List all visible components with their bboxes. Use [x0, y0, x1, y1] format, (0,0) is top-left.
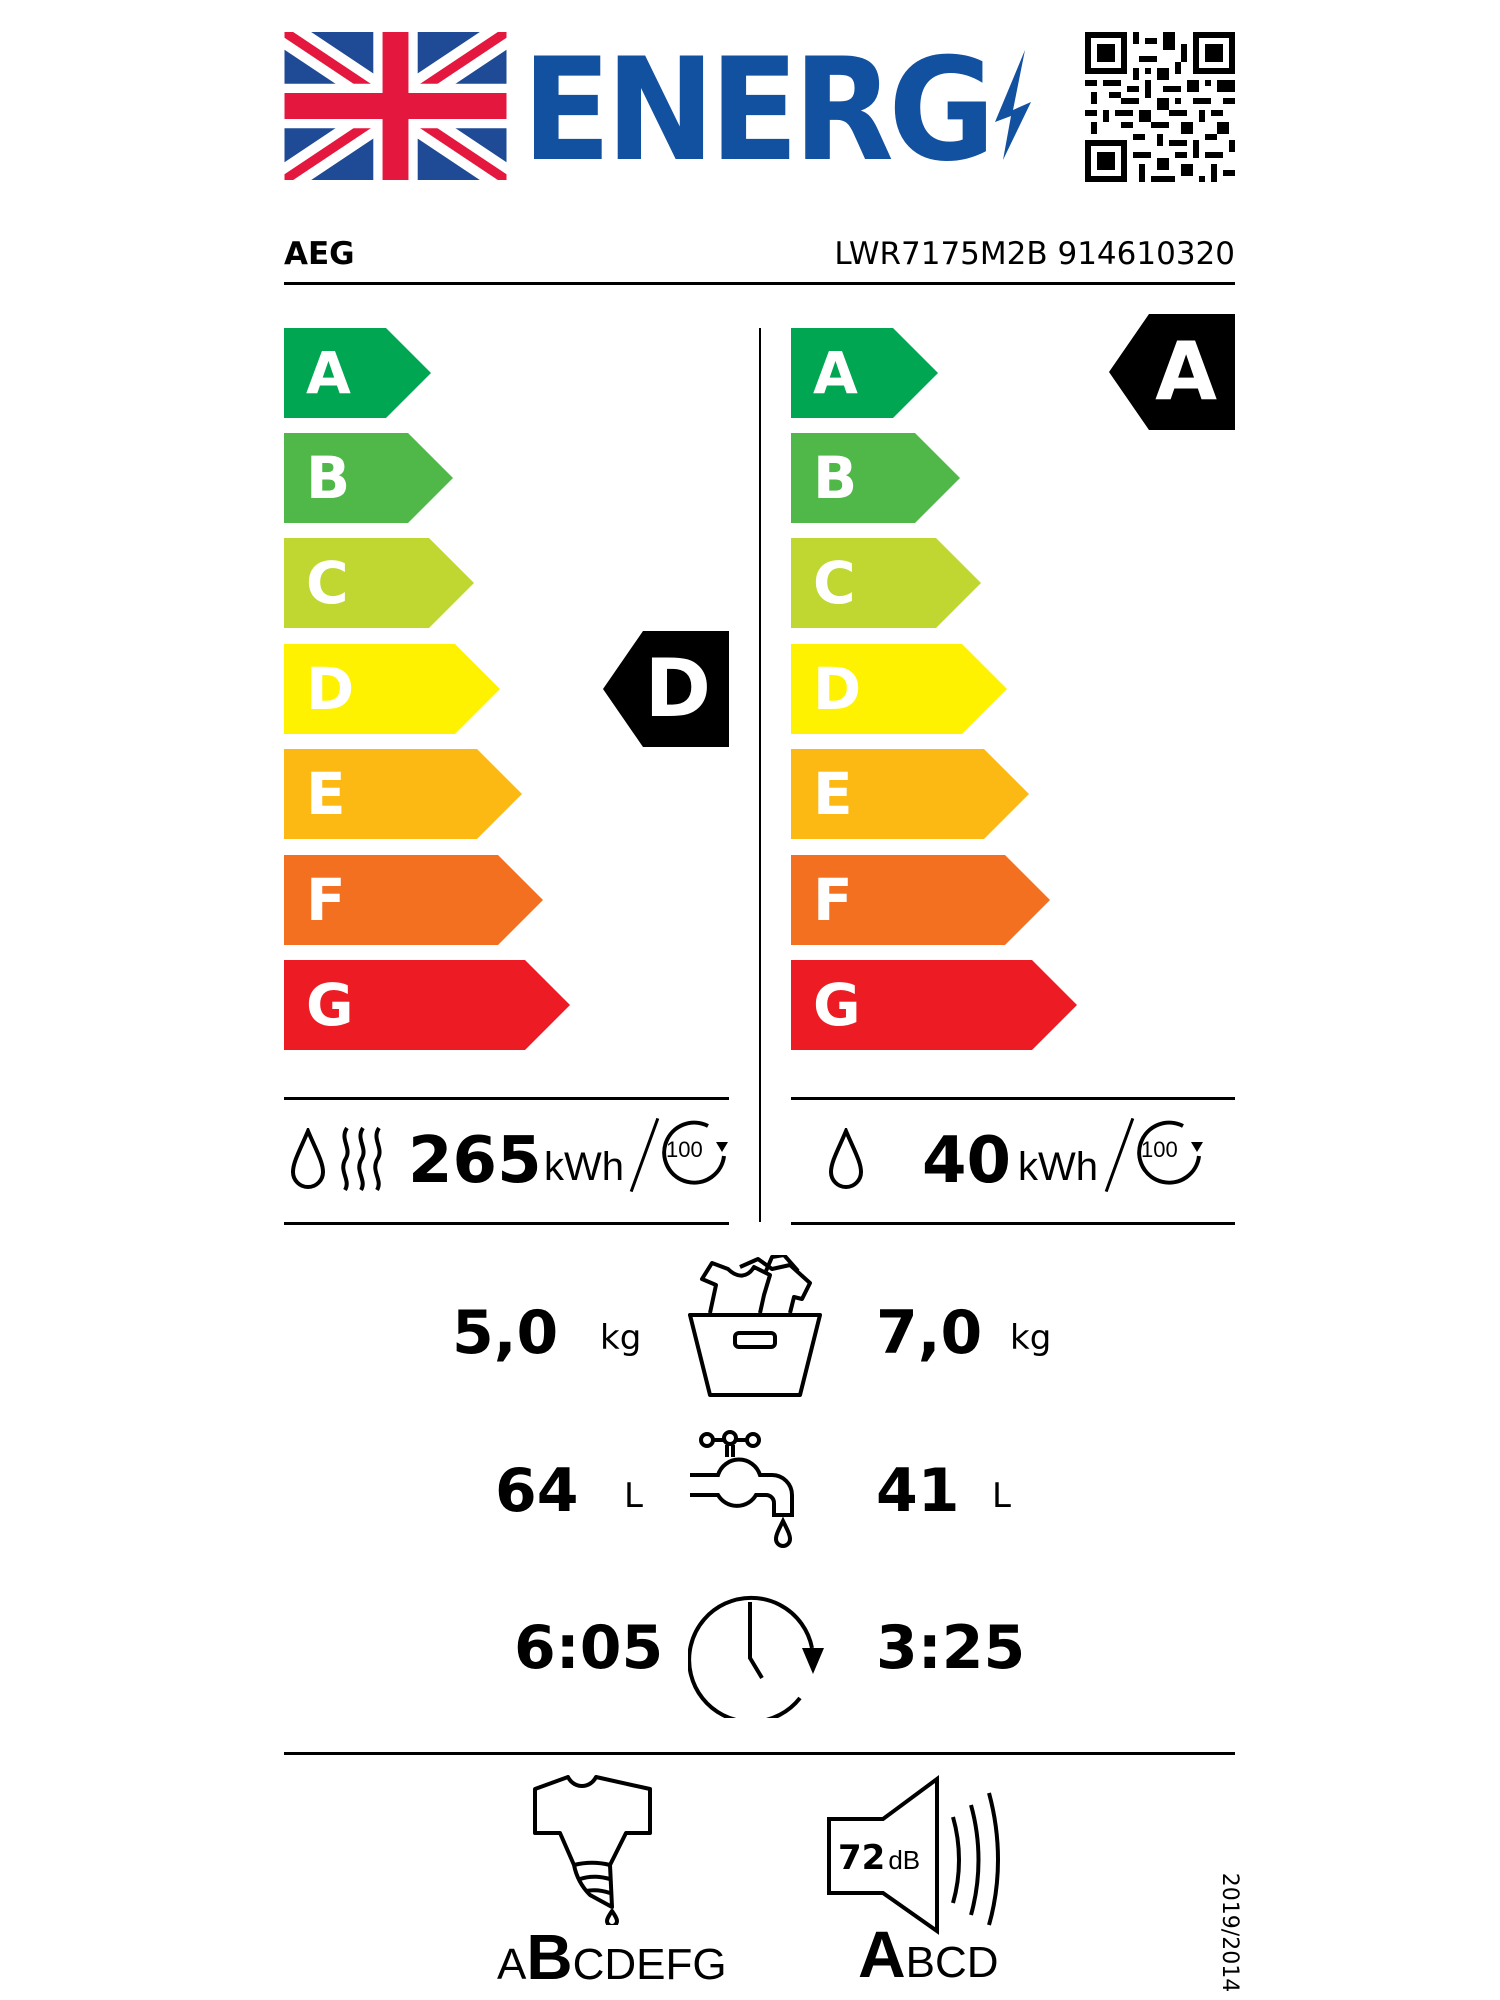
energy-class-letter: A: [813, 339, 858, 407]
energy-class-bar-d: D: [791, 644, 1007, 734]
divider: [284, 1097, 729, 1100]
energy-class-letter: F: [813, 866, 853, 934]
energy-class-bar-g: G: [791, 960, 1077, 1050]
model-identifier: LWR7175M2B 914610320: [834, 236, 1235, 272]
energy-class-letter: D: [813, 655, 862, 723]
washer-dryer-class: D: [644, 642, 711, 735]
divider: [791, 1222, 1235, 1225]
energy-class-bar-f: F: [791, 855, 1050, 945]
energy-class-bar-e: E: [791, 749, 1029, 839]
cycles-icon: 100: [658, 1116, 730, 1188]
energy-class-bar-a: A: [284, 328, 431, 418]
washer-dryer-class-indicator: D: [603, 631, 729, 747]
energy-class-letter: E: [306, 760, 346, 828]
washing-energy-value: 40: [922, 1124, 1012, 1198]
energy-class-bar-g: G: [284, 960, 570, 1050]
water-drop-icon: [290, 1128, 326, 1189]
washer-dryer-duration: 6:05: [514, 1613, 664, 1683]
united-kingdom-flag: [284, 32, 507, 180]
energy-class-bar-a: A: [791, 328, 938, 418]
noise-speaker-icon: [827, 1775, 1000, 1935]
washer-dryer-water: 64: [495, 1456, 579, 1526]
divider: [284, 282, 1235, 285]
energy-class-letter: B: [306, 444, 351, 512]
energy-class-bar-c: C: [791, 538, 981, 628]
qr-code: [1085, 32, 1235, 182]
washer-dryer-energy-value: 265: [408, 1124, 542, 1198]
energy-class-letter: G: [306, 971, 354, 1039]
noise-class-scale: ABCD: [858, 1916, 999, 1992]
supplier-brand: AEG: [284, 236, 355, 272]
divider: [791, 1097, 1235, 1100]
washing-water: 41: [876, 1456, 960, 1526]
energy-class-letter: C: [813, 549, 856, 617]
washing-capacity: 7,0: [876, 1298, 983, 1368]
washing-class: A: [1155, 325, 1217, 418]
spin-class-letter: A: [497, 1940, 527, 1989]
energy-class-bar-f: F: [284, 855, 543, 945]
divider: [284, 1222, 729, 1225]
slash: [1104, 1117, 1135, 1193]
energy-class-letter: C: [306, 549, 349, 617]
cycles-count: 100: [666, 1137, 703, 1162]
washing-duration: 3:25: [876, 1613, 1026, 1683]
water-drop-icon: [828, 1128, 864, 1189]
noise-class-letters: BCD: [905, 1938, 999, 1987]
washing-energy-unit: kWh: [1018, 1145, 1098, 1189]
energy-class-bar-c: C: [284, 538, 474, 628]
energy-class-bar-d: D: [284, 644, 500, 734]
washing-class-indicator: A: [1109, 314, 1235, 430]
lightning-icon: [995, 50, 1031, 160]
noise-unit: dB: [888, 1845, 921, 1875]
spin-drying-shirt-icon: [533, 1775, 652, 1925]
heat-waves-icon: [341, 1126, 382, 1192]
noise-class-selected: A: [858, 1917, 906, 1991]
water-tap-icon: [690, 1430, 794, 1548]
vertical-divider: [759, 328, 761, 1222]
energy-class-bar-e: E: [284, 749, 522, 839]
spin-class-scale: ABCDEFG: [497, 1920, 727, 1994]
regulation-number: 2019/2014: [1217, 1872, 1243, 1993]
energy-class-letter: A: [306, 339, 351, 407]
clock-icon: [688, 1595, 824, 1718]
cycles-icon: 100: [1133, 1116, 1205, 1188]
capacity-unit: kg: [600, 1318, 642, 1358]
energy-title: ENERG: [522, 28, 996, 193]
energy-class-letter: B: [813, 444, 858, 512]
noise-db-value: 72: [838, 1838, 886, 1878]
energy-class-letter: G: [813, 971, 861, 1039]
washer-dryer-energy-unit: kWh: [544, 1145, 624, 1189]
slash: [629, 1117, 660, 1193]
energy-class-bar-b: B: [791, 433, 960, 523]
washer-dryer-capacity: 5,0: [452, 1298, 559, 1368]
energy-class-bar-b: B: [284, 433, 453, 523]
capacity-unit: kg: [1010, 1318, 1052, 1358]
cycles-count: 100: [1141, 1137, 1178, 1162]
spin-class-letters: CDEFG: [572, 1940, 727, 1989]
divider: [284, 1752, 1235, 1755]
noise-value: 72 dB: [838, 1838, 920, 1878]
laundry-basket-icon: [688, 1255, 822, 1397]
water-unit: L: [624, 1476, 643, 1516]
water-unit: L: [992, 1476, 1011, 1516]
energy-class-letter: F: [306, 866, 346, 934]
spin-class-selected: B: [526, 1921, 573, 1993]
energy-class-letter: D: [306, 655, 355, 723]
energy-class-letter: E: [813, 760, 853, 828]
